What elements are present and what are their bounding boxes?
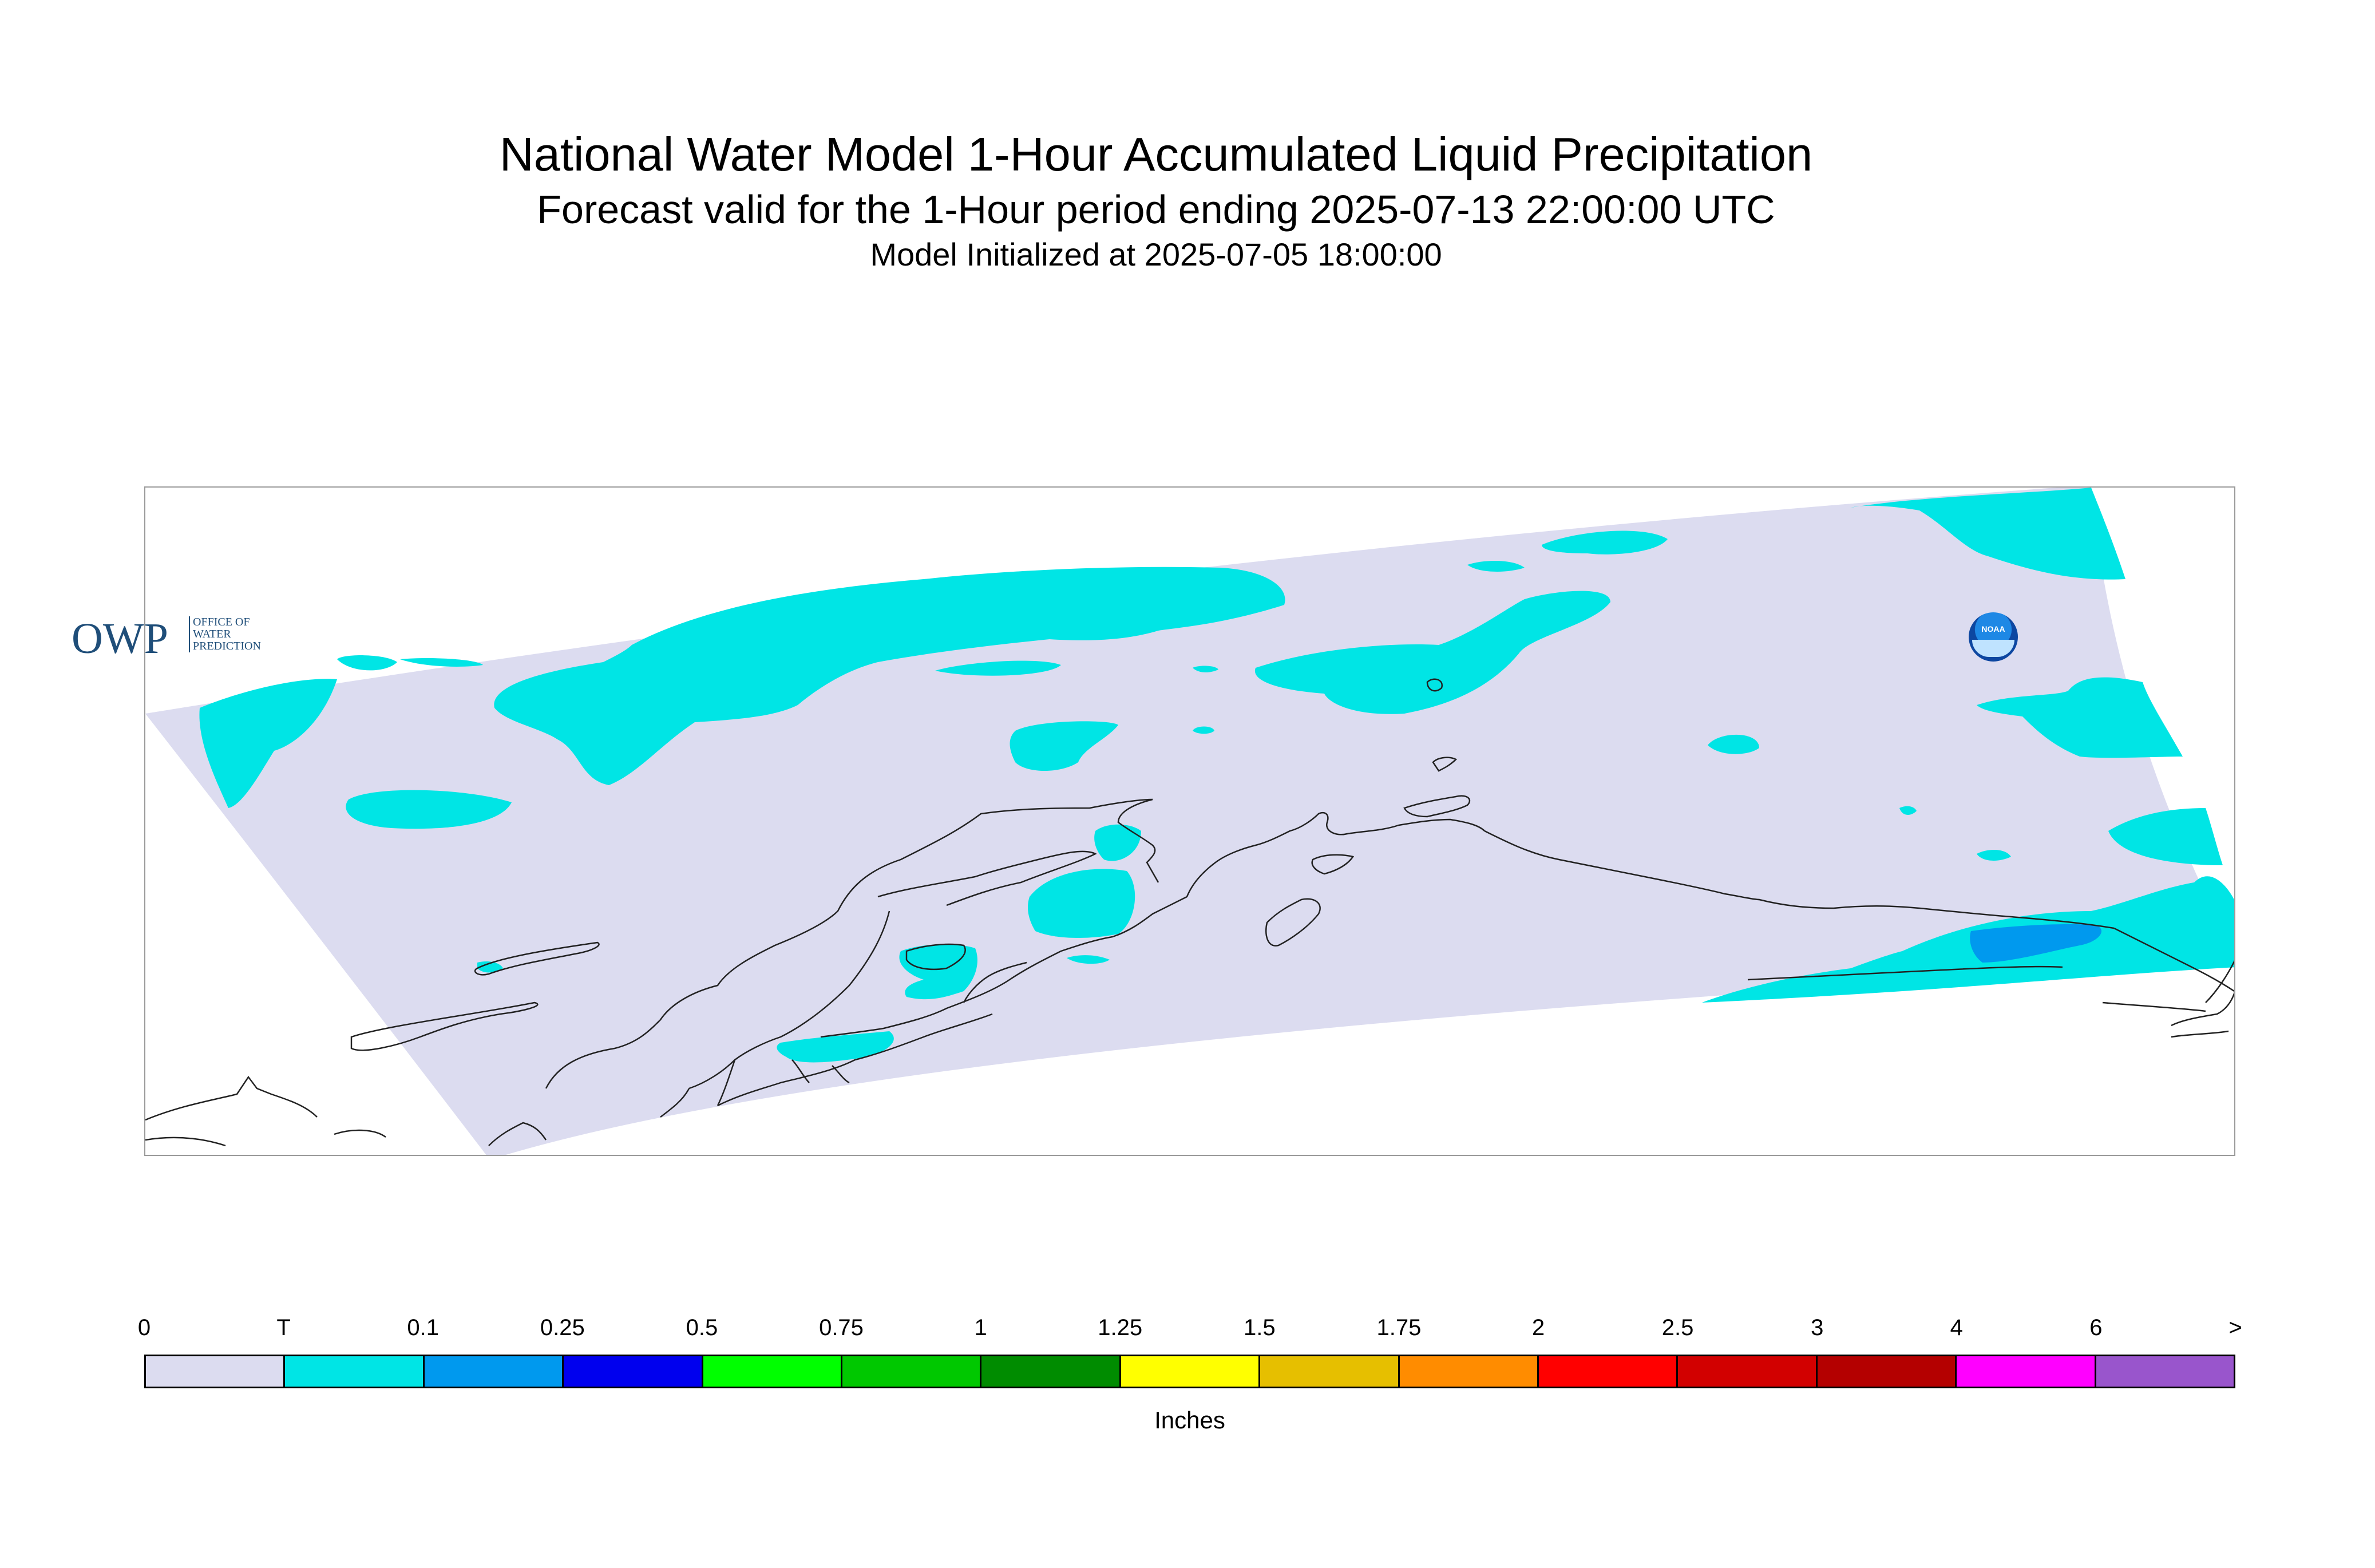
owp-logo-line2: Water xyxy=(193,628,231,640)
precip-area xyxy=(2108,808,2223,865)
colorbar-segment xyxy=(1678,1356,1818,1387)
owp-logo-text: Office of Water Prediction xyxy=(189,616,261,652)
colorbar-segment xyxy=(285,1356,425,1387)
coastline-northwest xyxy=(145,1075,386,1147)
precip-area xyxy=(494,567,1285,785)
precip-area xyxy=(1467,561,1525,572)
colorbar-tick-label: 0.1 xyxy=(407,1315,439,1340)
colorbar-segment xyxy=(842,1356,982,1387)
precip-area xyxy=(1977,850,2011,861)
colorbar-tick-label: 1.5 xyxy=(1243,1315,1276,1340)
colorbar-tick-label: 4 xyxy=(1950,1315,1963,1340)
precipitation-map xyxy=(144,486,2235,1156)
coastline-southeast xyxy=(2113,927,2234,992)
precip-area xyxy=(1708,734,1759,754)
precip-area xyxy=(1977,677,2183,758)
coastline-norton-sound xyxy=(877,850,1097,906)
coastline-alaska-west xyxy=(545,798,1159,1089)
colorbar-tick-label: 0.5 xyxy=(686,1315,718,1340)
colorbar-tick-label: 0 xyxy=(137,1315,151,1340)
coastline-chukotka-south xyxy=(488,1122,547,1146)
colorbar-segment xyxy=(2096,1356,2234,1387)
precip-area xyxy=(477,961,503,973)
colorbar-segment xyxy=(1539,1356,1679,1387)
border-canada xyxy=(1747,960,2234,1012)
coastline-yukon-delta xyxy=(660,910,890,1118)
coastline-kodiak xyxy=(1265,898,1321,947)
colorbar-units: Inches xyxy=(1154,1407,1225,1434)
precip-area xyxy=(935,660,1061,676)
coastline-gulf xyxy=(1484,830,2115,929)
colorbar-segment xyxy=(146,1356,286,1387)
coastline-sw-island xyxy=(791,1059,850,1084)
colorbar-segment xyxy=(1260,1356,1400,1387)
colorbar-tick-label: T xyxy=(276,1315,291,1340)
coastline-prince-william xyxy=(1403,795,1471,818)
colorbar-tick-label: > xyxy=(2228,1315,2242,1340)
precip-area xyxy=(1193,666,1218,672)
coastline-cook-inlet xyxy=(1186,811,1485,897)
coastline-st-lawrence xyxy=(350,1001,539,1051)
precip-area xyxy=(899,944,977,1000)
precip-area xyxy=(1702,876,2234,1003)
owp-logo-mark: OWP xyxy=(72,615,168,663)
colorbar-segment xyxy=(1817,1356,1957,1387)
precip-area xyxy=(1094,824,1141,861)
colorbar xyxy=(144,1355,2235,1388)
coastline-alaska-peninsula xyxy=(820,896,1188,1038)
owp-logo: OWP Office of Water Prediction xyxy=(72,614,261,664)
precip-area xyxy=(1851,488,2125,580)
coastlines xyxy=(145,678,2234,1147)
colorbar-segment xyxy=(564,1356,703,1387)
colorbar-segment xyxy=(1121,1356,1261,1387)
owp-logo-line1: Office of xyxy=(193,616,250,628)
colorbar-tick-label: 0.25 xyxy=(540,1315,585,1340)
coastline-kenai xyxy=(1311,854,1355,875)
precip-area xyxy=(337,655,397,671)
precip-area xyxy=(1542,530,1668,555)
precip-area-0.1 xyxy=(1970,924,2102,963)
colorbar-tick-label: 1 xyxy=(974,1315,987,1340)
precip-area xyxy=(1028,869,1135,938)
owp-logo-line3: Prediction xyxy=(193,640,261,652)
colorbar-segment xyxy=(424,1356,564,1387)
colorbar-tick-label: 2.5 xyxy=(1661,1315,1694,1340)
colorbar-tick-label: 2 xyxy=(1531,1315,1545,1340)
noaa-logo: NOAA xyxy=(1969,612,2018,662)
colorbar-tick-label: 3 xyxy=(1811,1315,1824,1340)
precip-area xyxy=(346,790,512,829)
trace-precip-areas xyxy=(199,488,2234,1063)
precip-area xyxy=(777,1031,894,1063)
precip-area xyxy=(1899,806,1917,815)
coastline-kuskokwim xyxy=(717,961,1027,1107)
colorbar-tick-label: 0.75 xyxy=(819,1315,864,1340)
map-canvas xyxy=(145,488,2234,1155)
coastline-east xyxy=(2171,991,2234,1038)
map-title: National Water Model 1-Hour Accumulated … xyxy=(499,128,1813,181)
precip-area xyxy=(1193,726,1214,734)
precip-area xyxy=(199,679,337,808)
precip-area xyxy=(1010,721,1118,771)
precip-area xyxy=(1067,955,1110,964)
colorbar-segment xyxy=(981,1356,1121,1387)
colorbar-segment xyxy=(1399,1356,1539,1387)
colorbar-segment xyxy=(703,1356,843,1387)
colorbar-tick-label: 1.75 xyxy=(1376,1315,1422,1340)
coastline-bering-islands xyxy=(1426,678,1458,772)
colorbar-tick-label: 6 xyxy=(2089,1315,2103,1340)
coastline-bristol-bay xyxy=(905,943,966,971)
colorbar-segment xyxy=(1957,1356,2096,1387)
map-subtitle: Forecast valid for the 1-Hour period end… xyxy=(537,187,1775,232)
precip-area xyxy=(400,658,483,667)
precip-area xyxy=(1254,591,1610,714)
coastline-chukotka xyxy=(474,941,600,976)
colorbar-tick-label: 1.25 xyxy=(1098,1315,1143,1340)
model-init-time: Model Initialized at 2025-07-05 18:00:00 xyxy=(870,236,1442,272)
